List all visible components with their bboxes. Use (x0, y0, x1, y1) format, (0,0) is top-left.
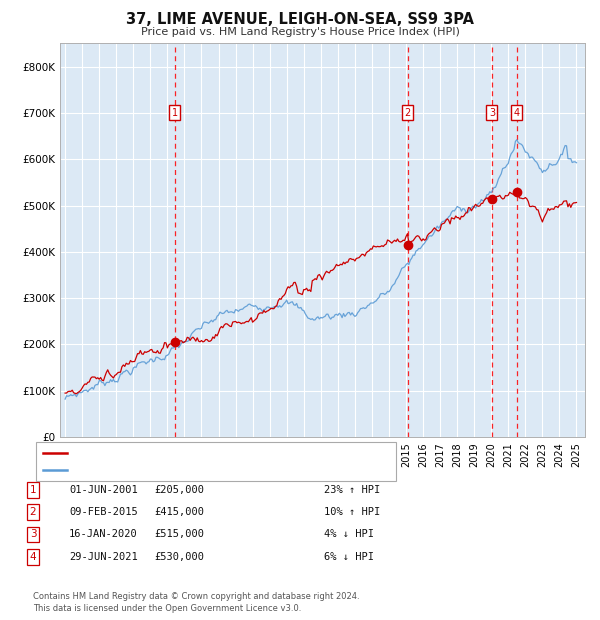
Text: 4% ↓ HPI: 4% ↓ HPI (324, 529, 374, 539)
Text: 1: 1 (172, 108, 178, 118)
Text: £205,000: £205,000 (154, 485, 204, 495)
Text: 37, LIME AVENUE, LEIGH-ON-SEA, SS9 3PA (detached house): 37, LIME AVENUE, LEIGH-ON-SEA, SS9 3PA (… (72, 448, 374, 458)
Text: 6% ↓ HPI: 6% ↓ HPI (324, 552, 374, 562)
Text: 4: 4 (514, 108, 520, 118)
Text: 1: 1 (29, 485, 37, 495)
Text: Price paid vs. HM Land Registry's House Price Index (HPI): Price paid vs. HM Land Registry's House … (140, 27, 460, 37)
Text: 4: 4 (29, 552, 37, 562)
Text: Contains HM Land Registry data © Crown copyright and database right 2024.
This d: Contains HM Land Registry data © Crown c… (33, 591, 359, 613)
Text: HPI: Average price, detached house, Southend-on-Sea: HPI: Average price, detached house, Sout… (72, 465, 343, 475)
Text: 37, LIME AVENUE, LEIGH-ON-SEA, SS9 3PA: 37, LIME AVENUE, LEIGH-ON-SEA, SS9 3PA (126, 12, 474, 27)
Text: 2: 2 (404, 108, 411, 118)
Text: 10% ↑ HPI: 10% ↑ HPI (324, 507, 380, 517)
Text: £530,000: £530,000 (154, 552, 204, 562)
Text: 23% ↑ HPI: 23% ↑ HPI (324, 485, 380, 495)
Text: 29-JUN-2021: 29-JUN-2021 (69, 552, 138, 562)
Text: 01-JUN-2001: 01-JUN-2001 (69, 485, 138, 495)
Text: 16-JAN-2020: 16-JAN-2020 (69, 529, 138, 539)
Text: £515,000: £515,000 (154, 529, 204, 539)
Text: 3: 3 (489, 108, 495, 118)
Text: 09-FEB-2015: 09-FEB-2015 (69, 507, 138, 517)
Text: £415,000: £415,000 (154, 507, 204, 517)
Text: 2: 2 (29, 507, 37, 517)
Text: 3: 3 (29, 529, 37, 539)
